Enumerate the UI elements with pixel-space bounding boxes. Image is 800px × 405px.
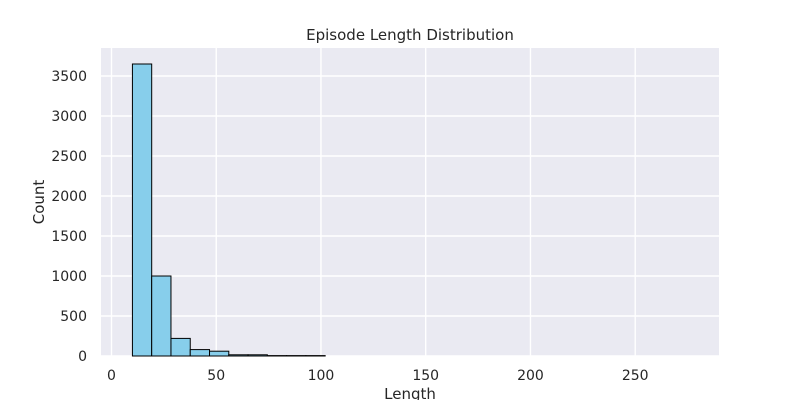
y-axis-ticks: 0 500 1000 1500 2000 2500 3000 3500 [51, 69, 87, 365]
plot-area [101, 48, 719, 356]
x-tick-label: 150 [412, 368, 439, 384]
x-tick-label: 50 [207, 368, 225, 384]
x-tick-label: 100 [308, 368, 335, 384]
y-tick-label: 1000 [51, 269, 87, 285]
y-tick-label: 3000 [51, 109, 87, 125]
x-tick-label: 200 [517, 368, 544, 384]
histogram-bar [229, 355, 248, 356]
histogram-bar [190, 350, 209, 356]
x-tick-label: 250 [622, 368, 649, 384]
x-axis-ticks: 0 50 100 150 200 250 [107, 368, 649, 384]
y-tick-label: 3500 [51, 69, 87, 85]
histogram-bar [171, 338, 190, 356]
histogram-bar [248, 355, 267, 356]
y-tick-label: 500 [60, 309, 87, 325]
x-tick-label: 0 [107, 368, 116, 384]
y-tick-label: 2000 [51, 189, 87, 205]
histogram-bar [210, 351, 229, 356]
histogram-bar [132, 64, 151, 356]
histogram-bar [152, 276, 171, 356]
x-axis-label: Length [384, 385, 436, 400]
y-tick-label: 2500 [51, 149, 87, 165]
chart-title: Episode Length Distribution [306, 26, 514, 44]
y-axis-label: Count [30, 180, 48, 225]
y-tick-label: 1500 [51, 229, 87, 245]
y-tick-label: 0 [78, 349, 87, 365]
